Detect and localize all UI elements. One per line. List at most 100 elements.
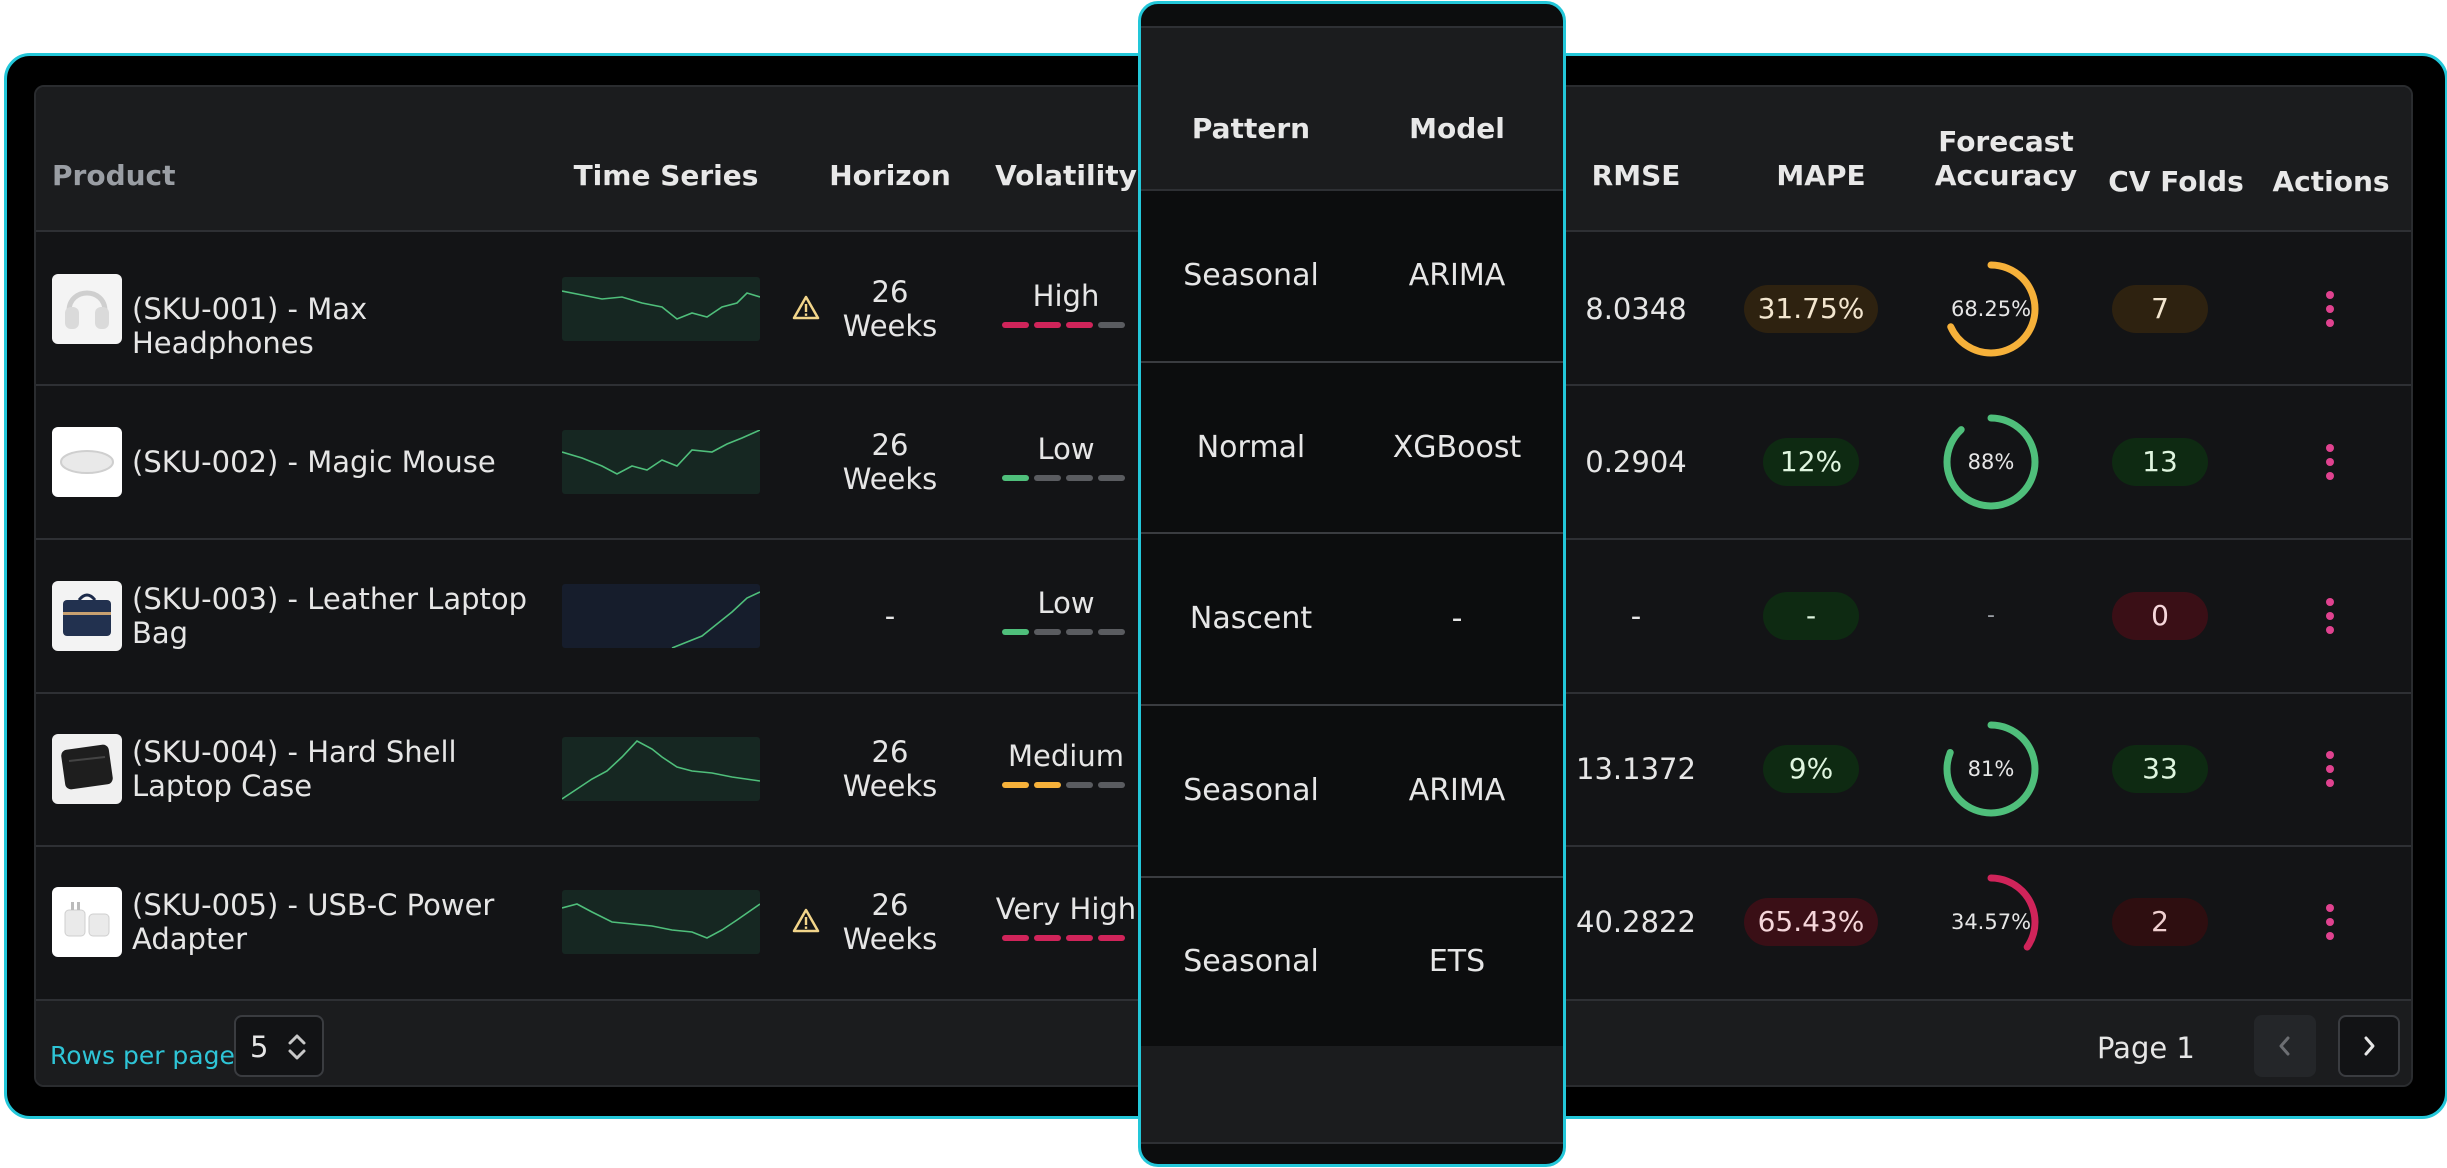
- highlight-row[interactable]: Normal XGBoost: [1141, 363, 1563, 532]
- pattern-value: Normal: [1196, 429, 1306, 465]
- col-header-product[interactable]: Product: [52, 159, 176, 192]
- row-actions-button[interactable]: [2326, 597, 2334, 634]
- rows-per-page-select[interactable]: 5: [234, 1015, 324, 1077]
- volatility-level-bars: [1002, 628, 1125, 635]
- volatility-level-bars: [1002, 321, 1125, 328]
- table-row[interactable]: (SKU-001) - Max Headphones 26 Weeks High 8.0…: [36, 233, 2411, 384]
- product-name[interactable]: (SKU-005) - USB-C Power Adapter: [132, 888, 552, 956]
- table-row[interactable]: (SKU-004) - Hard Shell Laptop Case 26 Weeks…: [36, 693, 2411, 845]
- volatility-segment: [1066, 628, 1093, 635]
- page-indicator: Page 1: [2097, 1031, 2195, 1065]
- volatility-segment: [1066, 935, 1093, 941]
- rmse-value: 0.2904: [1585, 444, 1687, 479]
- volatility-segment: [1002, 935, 1029, 941]
- volatility-segment: [1034, 321, 1061, 328]
- highlight-footer: [1141, 1046, 1563, 1144]
- power-adapter-icon: [57, 890, 117, 954]
- kebab-dot: [2326, 471, 2334, 480]
- volatility-label: Very High: [995, 892, 1137, 926]
- col-header-forecast-accuracy-line1: Forecast: [1938, 125, 2074, 158]
- previous-page-button[interactable]: [2254, 1015, 2316, 1077]
- kebab-dot: [2326, 304, 2334, 313]
- highlight-row[interactable]: Seasonal ARIMA: [1141, 706, 1563, 876]
- mape-badge: 9%: [1763, 745, 1859, 793]
- horizon-unit: Weeks: [842, 461, 938, 496]
- cv-folds-badge: 2: [2112, 898, 2208, 946]
- rmse-value: 13.1372: [1576, 752, 1696, 786]
- col-header-volatility[interactable]: Volatility: [995, 159, 1137, 192]
- row-actions-button[interactable]: [2326, 904, 2334, 940]
- volatility-level-bars: [1002, 935, 1125, 941]
- volatility-level-bars: [1002, 782, 1125, 788]
- product-name[interactable]: (SKU-003) - Leather Laptop Bag: [132, 582, 552, 650]
- horizon-value: 26 Weeks: [820, 428, 960, 496]
- model-value: ARIMA: [1408, 773, 1506, 808]
- pattern-value: Seasonal: [1183, 944, 1319, 979]
- table-row[interactable]: (SKU-002) - Magic Mouse 26 Weeks Low 0.2904 1…: [36, 385, 2411, 538]
- product-name-line1: (SKU-004) - Hard Shell: [132, 735, 457, 769]
- horizon-number: -: [884, 598, 896, 633]
- forecast-accuracy-gauge: 34.57%: [1941, 872, 2041, 972]
- table-row[interactable]: (SKU-003) - Leather Laptop Bag - Low - - - 0: [36, 539, 2411, 692]
- rmse-value: 8.0348: [1585, 291, 1687, 326]
- volatility-label: Low: [1037, 431, 1095, 466]
- volatility-segment: [1098, 321, 1125, 328]
- col-header-pattern[interactable]: Pattern: [1191, 112, 1311, 145]
- pattern-value: Seasonal: [1183, 773, 1319, 808]
- volatility-segment: [1002, 628, 1029, 635]
- model-value: ARIMA: [1408, 258, 1506, 293]
- time-series-sparkline[interactable]: [561, 276, 761, 341]
- product-thumbnail: [52, 887, 122, 957]
- kebab-dot: [2326, 318, 2334, 327]
- laptop-case-icon: [57, 737, 117, 801]
- volatility-label: Low: [1037, 585, 1095, 620]
- forecast-accuracy-value: 81%: [1967, 757, 2015, 781]
- pattern-value: Seasonal: [1183, 258, 1319, 293]
- volatility-segment: [1098, 782, 1125, 788]
- col-header-forecast-accuracy[interactable]: Forecast Accuracy: [1916, 125, 2096, 193]
- product-thumbnail: [52, 580, 122, 651]
- highlight-row[interactable]: Seasonal ARIMA: [1141, 191, 1563, 361]
- forecast-accuracy-gauge: 68.25%: [1941, 259, 2041, 359]
- row-divider: [1141, 704, 1563, 706]
- time-series-sparkline[interactable]: [561, 737, 761, 801]
- volatility-segment: [1066, 321, 1093, 328]
- product-name-line2: Adapter: [132, 922, 248, 956]
- col-header-mape[interactable]: MAPE: [1776, 159, 1866, 192]
- row-actions-button[interactable]: [2326, 443, 2334, 480]
- product-name-line2: Bag: [132, 615, 189, 650]
- product-name[interactable]: (SKU-004) - Hard Shell Laptop Case: [132, 735, 552, 803]
- row-actions-button[interactable]: [2326, 290, 2334, 327]
- volatility-segment: [1034, 935, 1061, 941]
- highlight-row[interactable]: Seasonal ETS: [1141, 878, 1563, 1046]
- product-name-line2: Laptop Case: [132, 769, 313, 803]
- volatility-label: High: [1032, 278, 1100, 313]
- highlight-row[interactable]: Nascent -: [1141, 534, 1563, 704]
- mouse-icon: [57, 430, 117, 494]
- time-series-sparkline[interactable]: [561, 890, 761, 954]
- next-page-button[interactable]: [2338, 1015, 2400, 1077]
- kebab-dot: [2326, 779, 2334, 787]
- product-name[interactable]: (SKU-002) - Magic Mouse: [132, 445, 552, 479]
- volatility-segment: [1098, 935, 1125, 941]
- time-series-sparkline[interactable]: [562, 583, 761, 649]
- col-header-horizon[interactable]: Horizon: [829, 159, 951, 192]
- col-header-rmse[interactable]: RMSE: [1591, 159, 1681, 192]
- row-actions-button[interactable]: [2326, 751, 2334, 787]
- rows-per-page-label: Rows per page:: [50, 1041, 244, 1070]
- bag-icon: [57, 584, 117, 648]
- headphones-icon: [57, 277, 117, 341]
- model-value: ETS: [1428, 944, 1486, 979]
- rmse-value: -: [1630, 598, 1642, 633]
- kebab-dot: [2326, 597, 2334, 606]
- product-name[interactable]: (SKU-001) - Max Headphones: [132, 292, 552, 360]
- table-row[interactable]: (SKU-005) - USB-C Power Adapter 26 Weeks Ver…: [36, 846, 2411, 998]
- time-series-sparkline[interactable]: [561, 428, 761, 494]
- volatility-segment: [1034, 474, 1061, 481]
- col-header-time-series[interactable]: Time Series: [573, 159, 759, 192]
- col-header-model[interactable]: Model: [1409, 112, 1505, 145]
- warning-icon: [792, 908, 820, 938]
- col-header-forecast-accuracy-line2: Accuracy: [1934, 159, 2078, 192]
- chevron-up-down-icon: [288, 1034, 306, 1060]
- col-header-cv-folds[interactable]: CV Folds: [2108, 165, 2244, 198]
